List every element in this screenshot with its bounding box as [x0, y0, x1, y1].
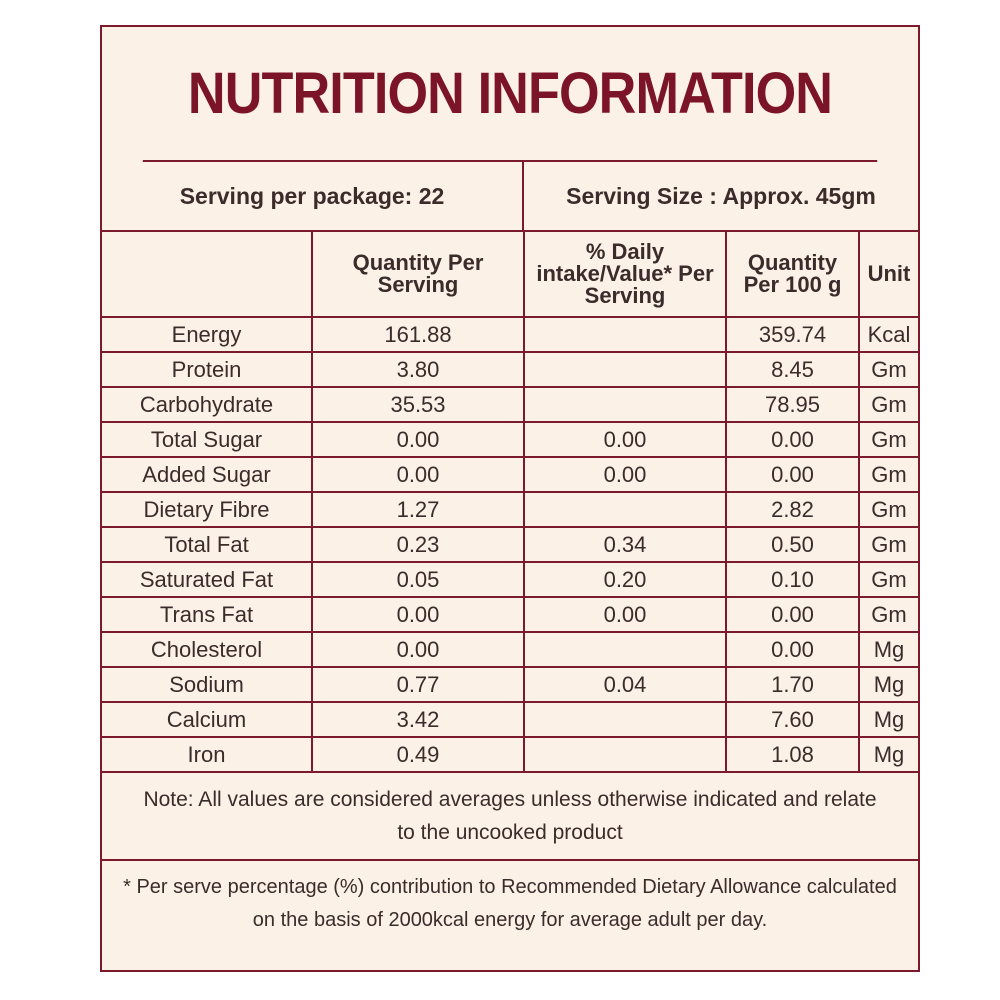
nutrient-value: Mg — [858, 736, 918, 773]
note: Note: All values are considered averages… — [102, 773, 918, 861]
nutrient-name: Energy — [102, 316, 313, 353]
nutrient-value: 0.10 — [725, 561, 860, 598]
nutrient-value — [523, 631, 727, 668]
nutrient-value: Gm — [858, 421, 918, 458]
nutrient-name: Protein — [102, 351, 313, 388]
nutrient-value — [523, 316, 727, 353]
nutrient-row: Total Fat 0.23 0.34 0.50 Gm — [102, 526, 918, 563]
nutrient-name: Dietary Fibre — [102, 491, 313, 528]
nutrient-value: Mg — [858, 701, 918, 738]
nutrient-row: Saturated Fat 0.05 0.20 0.10 Gm — [102, 561, 918, 598]
nutrient-value: 359.74 — [725, 316, 860, 353]
header-cell — [102, 232, 313, 318]
nutrient-row: Dietary Fibre 1.27 2.82 Gm — [102, 491, 918, 528]
nutrient-row: Energy 161.88 359.74 Kcal — [102, 316, 918, 353]
nutrient-value: 0.00 — [725, 421, 860, 458]
nutrient-row: Total Sugar 0.00 0.00 0.00 Gm — [102, 421, 918, 458]
nutrient-value — [523, 701, 727, 738]
nutrient-value: 3.42 — [311, 701, 525, 738]
nutrient-row: Iron 0.49 1.08 Mg — [102, 736, 918, 773]
nutrient-value: 0.20 — [523, 561, 727, 598]
nutrient-value: Gm — [858, 596, 918, 633]
nutrient-name: Saturated Fat — [102, 561, 313, 598]
nutrient-value: 1.27 — [311, 491, 525, 528]
nutrient-value: 0.00 — [311, 596, 525, 633]
nutrition-panel: NUTRITION INFORMATION Serving per packag… — [100, 25, 920, 972]
nutrient-value: 0.05 — [311, 561, 525, 598]
nutrient-value: Gm — [858, 456, 918, 493]
nutrient-value: 1.70 — [725, 666, 860, 703]
nutrient-value — [523, 491, 727, 528]
nutrient-value: 0.00 — [725, 596, 860, 633]
table-body: Quantity Per Serving% Daily intake/Value… — [102, 232, 918, 773]
nutrient-value: Gm — [858, 491, 918, 528]
nutrient-value: 0.00 — [311, 421, 525, 458]
nutrient-row: Cholesterol 0.00 0.00 Mg — [102, 631, 918, 668]
nutrient-value: 0.00 — [523, 596, 727, 633]
nutrient-value: 7.60 — [725, 701, 860, 738]
nutrient-value: Gm — [858, 351, 918, 388]
nutrient-name: Cholesterol — [102, 631, 313, 668]
nutrient-value — [523, 736, 727, 773]
nutrient-value: Gm — [858, 561, 918, 598]
nutrient-value: Kcal — [858, 316, 918, 353]
column-header: Quantity Per 100 g — [725, 232, 860, 318]
nutrient-value: 3.80 — [311, 351, 525, 388]
nutrient-value: 0.23 — [311, 526, 525, 563]
nutrient-value: 0.34 — [523, 526, 727, 563]
header-row: Quantity Per Serving% Daily intake/Value… — [102, 232, 918, 318]
nutrient-row: Calcium 3.42 7.60 Mg — [102, 701, 918, 738]
column-header: Quantity Per Serving — [311, 232, 525, 318]
nutrient-value: Gm — [858, 526, 918, 563]
nutrient-value: 0.00 — [311, 456, 525, 493]
nutrient-name: Total Fat — [102, 526, 313, 563]
nutrient-row: Trans Fat 0.00 0.00 0.00 Gm — [102, 596, 918, 633]
nutrient-name: Sodium — [102, 666, 313, 703]
nutrient-value: 78.95 — [725, 386, 860, 423]
column-header: Unit — [858, 232, 918, 318]
serving-row: Serving per package: 22 Serving Size : A… — [102, 162, 918, 232]
nutrient-value: 0.49 — [311, 736, 525, 773]
nutrient-row: Added Sugar 0.00 0.00 0.00 Gm — [102, 456, 918, 493]
nutrient-value: 35.53 — [311, 386, 525, 423]
nutrient-value: 2.82 — [725, 491, 860, 528]
nutrient-value: Mg — [858, 631, 918, 668]
nutrient-value: 0.50 — [725, 526, 860, 563]
nutrient-value: 0.00 — [523, 421, 727, 458]
nutrient-value: 0.00 — [523, 456, 727, 493]
serving-size: Serving Size : Approx. 45gm — [566, 182, 876, 209]
nutrient-value: Gm — [858, 386, 918, 423]
nutrient-row: Protein 3.80 8.45 Gm — [102, 351, 918, 388]
nutrient-value: 0.00 — [725, 631, 860, 668]
nutrition-table: Quantity Per Serving% Daily intake/Value… — [102, 232, 918, 773]
nutrient-value: Mg — [858, 666, 918, 703]
nutrient-value: 0.04 — [523, 666, 727, 703]
nutrient-name: Trans Fat — [102, 596, 313, 633]
nutrient-value — [523, 351, 727, 388]
nutrient-name: Carbohydrate — [102, 386, 313, 423]
nutrient-name: Calcium — [102, 701, 313, 738]
servings-per-package: Serving per package: 22 — [102, 162, 524, 230]
nutrient-value: 1.08 — [725, 736, 860, 773]
nutrient-value: 161.88 — [311, 316, 525, 353]
title: NUTRITION INFORMATION — [142, 27, 878, 162]
nutrient-row: Carbohydrate 35.53 78.95 Gm — [102, 386, 918, 423]
nutrient-name: Added Sugar — [102, 456, 313, 493]
nutrient-value — [523, 386, 727, 423]
nutrient-value: 0.00 — [311, 631, 525, 668]
nutrient-name: Iron — [102, 736, 313, 773]
footnote: * Per serve percentage (%) contribution … — [123, 875, 897, 931]
nutrient-value: 0.00 — [725, 456, 860, 493]
column-header: % Daily intake/Value* Per Serving — [523, 232, 727, 318]
nutrient-row: Sodium 0.77 0.04 1.70 Mg — [102, 666, 918, 703]
nutrient-name: Total Sugar — [102, 421, 313, 458]
nutrient-value: 8.45 — [725, 351, 860, 388]
nutrient-value: 0.77 — [311, 666, 525, 703]
